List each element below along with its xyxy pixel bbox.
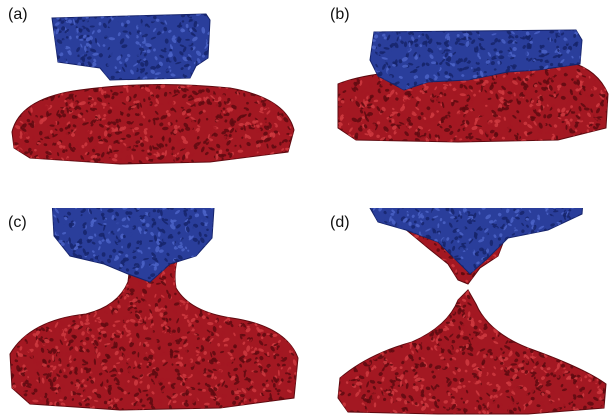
panel-d: (d) bbox=[308, 208, 616, 416]
panel-d-blue-block bbox=[369, 208, 584, 275]
panel-b-render bbox=[337, 29, 609, 143]
panel-d-label: (d) bbox=[330, 214, 350, 231]
panel-d-render bbox=[337, 208, 607, 415]
panel-a: (a) bbox=[0, 0, 308, 208]
panel-d-red-substrate bbox=[337, 289, 607, 415]
panel-b: (b) bbox=[308, 0, 616, 208]
panel-c: (c) bbox=[0, 208, 308, 416]
panel-c-blue-block bbox=[51, 208, 215, 283]
panel-c-render bbox=[9, 208, 299, 411]
panel-a-red-substrate bbox=[11, 83, 295, 165]
panel-a-render bbox=[11, 13, 295, 165]
panel-b-blue-block bbox=[369, 29, 583, 91]
panel-c-label: (c) bbox=[8, 214, 27, 231]
panel-a-blue-block bbox=[51, 13, 211, 81]
panel-a-label: (a) bbox=[8, 6, 28, 23]
panel-b-label: (b) bbox=[330, 6, 350, 23]
